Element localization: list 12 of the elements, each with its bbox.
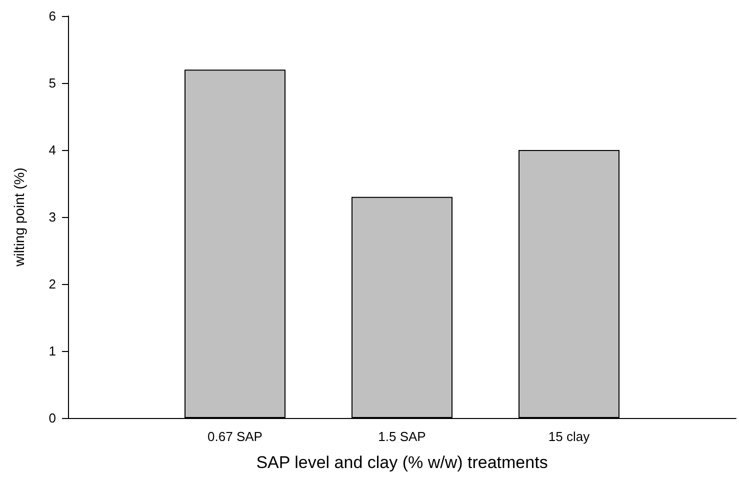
y-tick-label: 1	[48, 344, 56, 358]
y-tick-label: 3	[48, 210, 56, 224]
y-tick-label: 5	[48, 76, 56, 90]
y-axis-title: wilting point (%)	[11, 168, 27, 268]
x-tick-label: 0.67 SAP	[208, 429, 262, 444]
x-tick-label: 15 clay	[548, 429, 590, 444]
y-tick-label: 2	[48, 276, 56, 292]
y-tick-label: 0	[48, 410, 56, 426]
y-tick-label: 6	[48, 8, 56, 24]
x-tick-label: 1.5 SAP	[378, 429, 426, 444]
y-tick-label: 4	[48, 142, 56, 158]
x-axis-title: SAP level and clay (% w/w) treatments	[256, 453, 548, 472]
